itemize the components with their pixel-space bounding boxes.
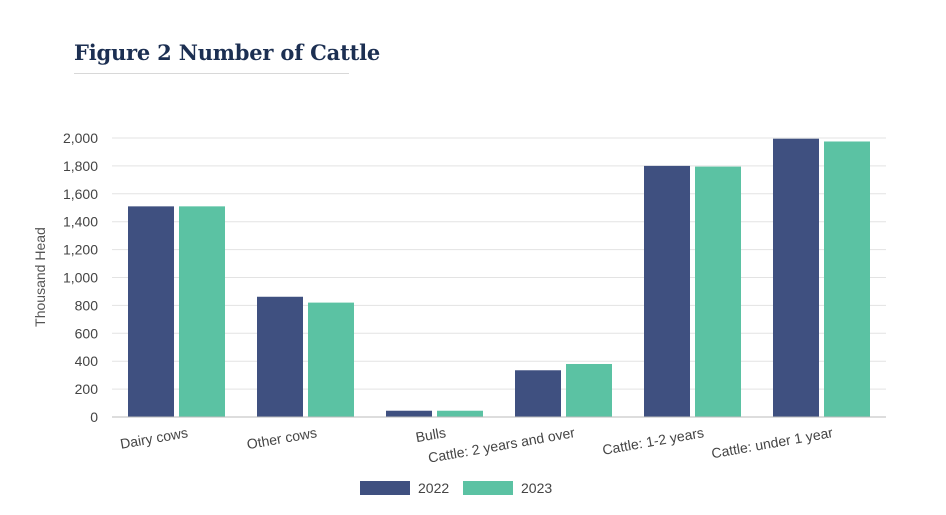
y-axis-ticks: 0 200 400 600 800 1,000 1,200 1,400 1,600 1,800 2,…: [63, 130, 98, 425]
bar-2023-2[interactable]: [437, 410, 483, 417]
bar-2022-0[interactable]: [128, 206, 174, 417]
legend-label: 2022: [418, 480, 449, 496]
chart-title: Figure 2 Number of Cattle: [74, 40, 381, 65]
bar-2023-4[interactable]: [695, 166, 741, 417]
bar-2022-2[interactable]: [386, 410, 432, 417]
y-tick-label: 1,800: [63, 158, 98, 174]
y-tick-label: 1,400: [63, 214, 98, 230]
bar-2022-5[interactable]: [773, 138, 819, 417]
bars: [128, 138, 870, 418]
x-category-label: Dairy cows: [119, 424, 189, 452]
x-category-label: Cattle: under 1 year: [710, 424, 834, 461]
legend-label: 2023: [521, 480, 552, 496]
y-tick-label: 1,200: [63, 242, 98, 258]
legend-item-2022[interactable]: 2022: [360, 480, 449, 496]
bar-2023-1[interactable]: [308, 302, 354, 417]
y-tick-label: 1,000: [63, 270, 98, 286]
bar-2022-3[interactable]: [515, 370, 561, 417]
y-tick-label: 2,000: [63, 130, 98, 146]
bar-2023-5[interactable]: [824, 141, 870, 418]
x-category-label: Other cows: [246, 424, 319, 452]
x-category-label: Bulls: [414, 424, 447, 445]
bar-2023-0[interactable]: [179, 206, 225, 417]
y-tick-label: 0: [90, 409, 98, 425]
y-axis-title: Thousand Head: [32, 227, 48, 327]
y-tick-label: 600: [75, 325, 99, 341]
bar-2023-3[interactable]: [566, 363, 612, 417]
title-underline: [74, 73, 349, 74]
x-category-label: Cattle: 2 years and over: [427, 424, 576, 466]
bar-2022-4[interactable]: [644, 165, 690, 417]
bar-2022-1[interactable]: [257, 296, 303, 417]
gridlines: [112, 137, 886, 390]
x-category-label: Cattle: 1-2 years: [601, 424, 705, 458]
y-tick-label: 400: [75, 353, 99, 369]
legend-item-2023[interactable]: 2023: [463, 480, 552, 496]
legend-swatch: [463, 481, 513, 495]
legend-swatch: [360, 481, 410, 495]
y-tick-label: 800: [75, 297, 99, 313]
legend: 2022 2023: [360, 480, 552, 496]
y-tick-label: 1,600: [63, 186, 98, 202]
y-tick-label: 200: [75, 381, 99, 397]
